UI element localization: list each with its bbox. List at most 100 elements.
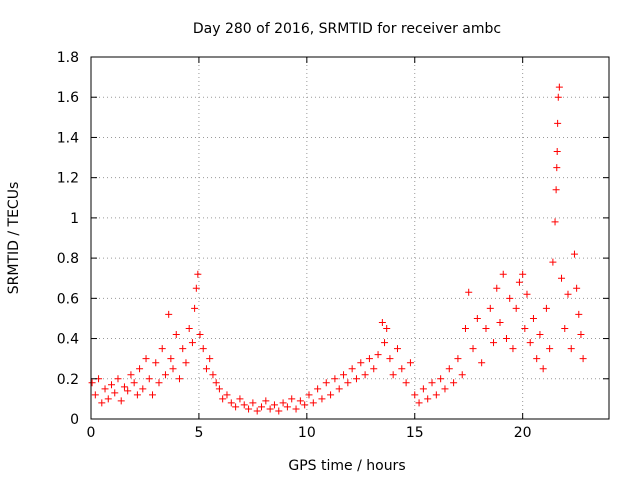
y-tick-label: 0.6 [57,291,79,307]
data-point [165,310,173,318]
data-point [318,395,326,403]
data-point [152,359,160,367]
data-point [389,371,397,379]
grid-layer [91,57,609,419]
data-point [573,284,581,292]
data-point [161,371,169,379]
data-point [101,385,109,393]
data-point [139,385,147,393]
data-point [179,345,187,353]
data-point [124,387,132,395]
data-point [314,385,322,393]
data-point [567,345,575,353]
data-point [521,325,529,332]
y-tick-label: 1.8 [57,50,79,66]
data-point [352,375,360,383]
data-point [577,331,585,339]
data-point [215,385,223,393]
data-point [91,391,99,399]
x-tick-label: 15 [406,425,424,441]
data-point [236,395,244,403]
data-point [378,318,386,326]
plot-border [90,56,610,420]
data-point [149,391,157,399]
data-point [206,355,214,363]
data-point [519,270,527,278]
data-point [172,331,180,339]
y-tick-label: 1.4 [57,130,79,146]
x-tick-label: 0 [87,425,96,441]
data-point [386,355,394,363]
data-point [331,375,339,383]
y-tick-label: 1 [70,211,79,227]
data-point [158,345,166,353]
data-point [253,407,261,415]
data-point [142,355,150,363]
x-tick-label: 5 [194,425,203,441]
data-point [169,365,177,373]
data-point [322,379,330,387]
data-point [529,314,537,322]
data-point [469,345,477,353]
data-point [344,379,352,387]
data-point [262,397,270,405]
data-point [301,401,309,409]
data-point [209,371,217,379]
data-point [506,294,514,302]
data-point [553,148,561,156]
data-point [419,385,427,393]
data-point [133,391,141,399]
data-point [232,403,240,411]
y-tick-label: 1.2 [57,171,79,187]
data-point [335,385,343,393]
data-point [340,371,348,379]
data-point [432,391,440,399]
data-point [551,218,559,226]
data-point [549,258,557,266]
data-point [275,407,283,415]
x-axis-label: GPS time / hours [288,458,405,474]
data-point [381,339,389,347]
data-point [458,371,466,379]
data-point [539,365,547,373]
data-point [579,355,587,363]
data-point [533,355,541,363]
data-point [130,379,138,387]
data-point [305,391,313,399]
data-point [383,325,391,332]
data-point [406,359,414,367]
data-point [199,345,207,353]
data-point [240,401,248,409]
data-point [361,371,369,379]
y-tick-label: 0 [70,412,79,428]
data-point [202,365,210,373]
data-point [117,397,125,405]
data-point [570,250,578,258]
data-point [473,314,481,322]
data-point [515,278,523,286]
data-point [536,331,544,339]
tick-layer: 0 5 10 15 20 0 0.2 0.4 0.6 0.8 1 1.2 1.4 1.6 1.8 [57,50,609,441]
data-point [490,339,498,347]
data-point [445,365,453,373]
data-point [482,325,490,332]
data-point [523,290,531,298]
data-point [441,385,449,393]
data-point [454,355,462,363]
data-point [212,379,220,387]
data-point [223,391,231,399]
data-point [493,284,501,292]
data-point [327,391,335,399]
y-tick-label: 0.4 [57,332,79,348]
data-point [555,83,563,91]
data-point [478,359,486,367]
data-point [502,335,510,343]
data-point [292,405,300,413]
data-point [465,288,473,296]
data-point [270,401,278,409]
data-layer [88,83,587,415]
data-point [575,310,583,318]
data-point [258,403,266,411]
